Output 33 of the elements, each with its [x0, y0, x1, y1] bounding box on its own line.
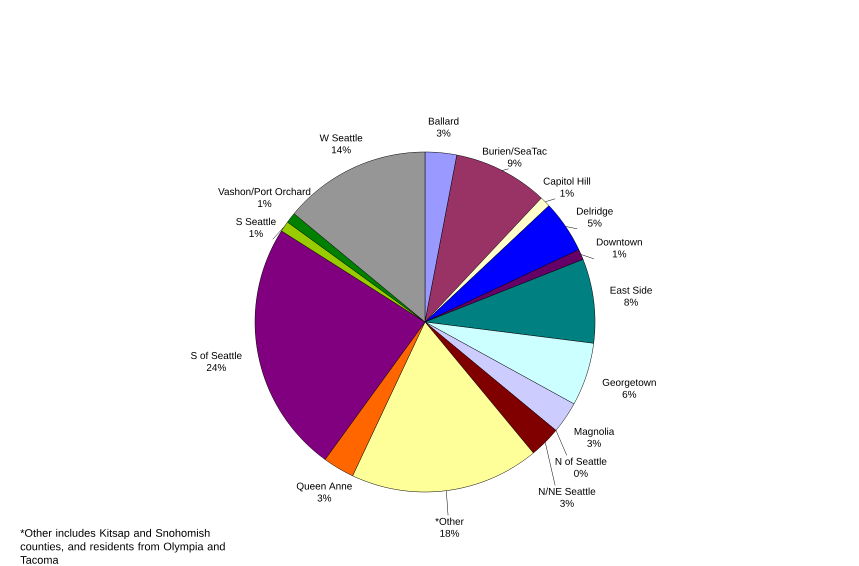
data-label: 1% [612, 250, 626, 258]
data-label: 9% [508, 160, 522, 167]
data-label: 1% [560, 190, 574, 197]
category-label: N of Seattle [556, 458, 606, 465]
slice-label: N/NE Seattle [538, 488, 596, 495]
text: *Other includes Kitsap and Snohomish counties, and residents from Olympia and Tacoma [20, 528, 225, 564]
slice-label: Georgetown [602, 378, 656, 388]
text: 0% [574, 470, 588, 477]
slice-label: Delridge [576, 207, 613, 217]
data-label: 3% [317, 494, 332, 502]
slice-label: Burien/SeaTac [482, 147, 547, 155]
slice-label: Downtown [596, 238, 642, 246]
data-label: 3% [436, 130, 450, 137]
slice-label: Ballard [428, 117, 458, 125]
slice-label: Capitol Hill [544, 177, 590, 187]
slice-label: Vashon/Port Orchard [218, 188, 310, 196]
slice-label: W Seattle [320, 134, 362, 142]
data-label: 1% [258, 200, 272, 208]
data-label: 5% [588, 220, 602, 227]
data-label: 18% [440, 530, 460, 537]
slice-label: East Side [610, 286, 652, 294]
data-label: 1% [250, 230, 263, 238]
slice-label: Queen Anne [296, 482, 352, 492]
data-label: 14% [332, 146, 351, 154]
slice-label: Magnolia [574, 428, 614, 437]
slice-label: S of Seattle [191, 352, 242, 360]
slice-label: S Seattle [236, 218, 276, 226]
slice-label: *Other [435, 518, 464, 525]
data-label: 3% [560, 500, 574, 507]
data-label: 24% [206, 364, 226, 372]
data-label: 8% [624, 298, 638, 306]
data-label: 3% [587, 440, 601, 447]
data-label: 6% [622, 390, 636, 398]
